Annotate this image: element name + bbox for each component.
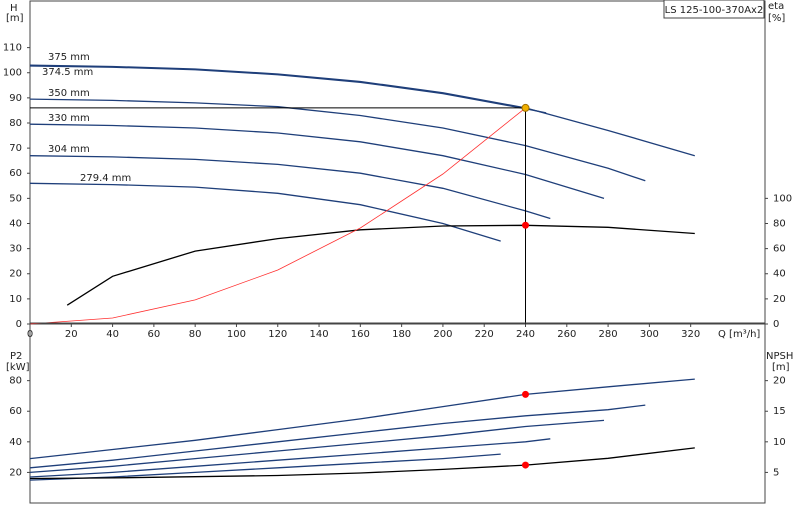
curve-label: 374.5 mm <box>42 67 93 78</box>
x-tick-label: 320 <box>681 329 700 340</box>
y2-tick-label: 40 <box>773 269 786 280</box>
x-tick-label: 160 <box>351 329 370 340</box>
chart-title: LS 125-100-370Ax2 <box>665 5 764 16</box>
y2-axis-unit: [%] <box>768 13 785 24</box>
plot-frame <box>29 0 766 325</box>
curve <box>29 447 695 480</box>
y-tick-label: 110 <box>3 43 22 54</box>
x-tick-label: 40 <box>106 329 119 340</box>
y-tick-label: 50 <box>9 193 22 204</box>
x-axis-label: Q [m³/h] <box>718 329 760 340</box>
y-tick-label: 40 <box>9 218 22 229</box>
curve-label: 304 mm <box>48 144 90 155</box>
y-tick-label: 90 <box>9 93 22 104</box>
y2-tick-label: 0 <box>773 319 779 330</box>
y-tick-label: 80 <box>9 118 22 129</box>
operating-point <box>522 390 530 398</box>
y-axis-unit: [kW] <box>6 362 30 373</box>
x-tick-label: 280 <box>599 329 618 340</box>
curve <box>29 107 526 325</box>
title-box <box>663 0 765 19</box>
y-tick-label: 60 <box>9 168 22 179</box>
curve-label: 330 mm <box>48 113 90 124</box>
plot-frame <box>29 322 766 504</box>
y2-tick-label: 100 <box>773 193 792 204</box>
y2-tick-label: 20 <box>773 376 786 387</box>
x-tick-label: 240 <box>516 329 535 340</box>
x-tick-label: 220 <box>475 329 494 340</box>
curve <box>29 64 695 157</box>
operating-point <box>521 103 530 112</box>
x-tick-label: 80 <box>189 329 202 340</box>
x-tick-label: 180 <box>392 329 411 340</box>
curve <box>29 182 501 242</box>
y-axis-unit: [m] <box>6 13 24 24</box>
y-tick-label: 40 <box>9 437 22 448</box>
y-tick-label: 10 <box>9 294 22 305</box>
x-tick-label: 200 <box>433 329 452 340</box>
x-tick-label: 300 <box>640 329 659 340</box>
curve-label: 375 mm <box>48 52 90 63</box>
y-tick-label: 30 <box>9 244 22 255</box>
curve-label: 279.4 mm <box>80 173 131 184</box>
y2-axis-label: NPSH <box>766 351 793 362</box>
y-tick-label: 60 <box>9 406 22 417</box>
curve <box>29 453 501 481</box>
x-tick-label: 100 <box>227 329 246 340</box>
curve <box>29 378 695 460</box>
y2-axis-unit: [m] <box>772 362 790 373</box>
x-tick-label: 260 <box>557 329 576 340</box>
x-tick-label: 20 <box>65 329 78 340</box>
curve <box>29 404 646 469</box>
curve <box>66 224 695 306</box>
y-axis-label: P2 <box>10 351 22 362</box>
curve <box>29 98 646 182</box>
x-tick-label: 60 <box>148 329 161 340</box>
curve <box>29 438 551 478</box>
y2-tick-label: 20 <box>773 294 786 305</box>
y-tick-label: 0 <box>16 319 22 330</box>
curve <box>29 65 547 114</box>
operating-point <box>522 221 530 229</box>
operating-point <box>522 461 530 469</box>
y-tick-label: 100 <box>3 68 22 79</box>
y-axis-label: H <box>10 3 18 14</box>
x-tick-label: 120 <box>268 329 287 340</box>
curve <box>29 155 551 220</box>
y2-tick-label: 15 <box>773 406 786 417</box>
curve-label: 350 mm <box>48 88 90 99</box>
x-tick-label: 140 <box>309 329 328 340</box>
y-tick-label: 20 <box>9 467 22 478</box>
curve <box>29 123 605 200</box>
y2-tick-label: 10 <box>773 437 786 448</box>
y2-axis-label: eta <box>768 1 784 12</box>
curve <box>29 419 605 474</box>
y-tick-label: 70 <box>9 143 22 154</box>
y2-tick-label: 80 <box>773 218 786 229</box>
y-tick-label: 20 <box>9 269 22 280</box>
y2-tick-label: 5 <box>773 467 779 478</box>
y2-tick-label: 60 <box>773 244 786 255</box>
y-tick-label: 80 <box>9 376 22 387</box>
